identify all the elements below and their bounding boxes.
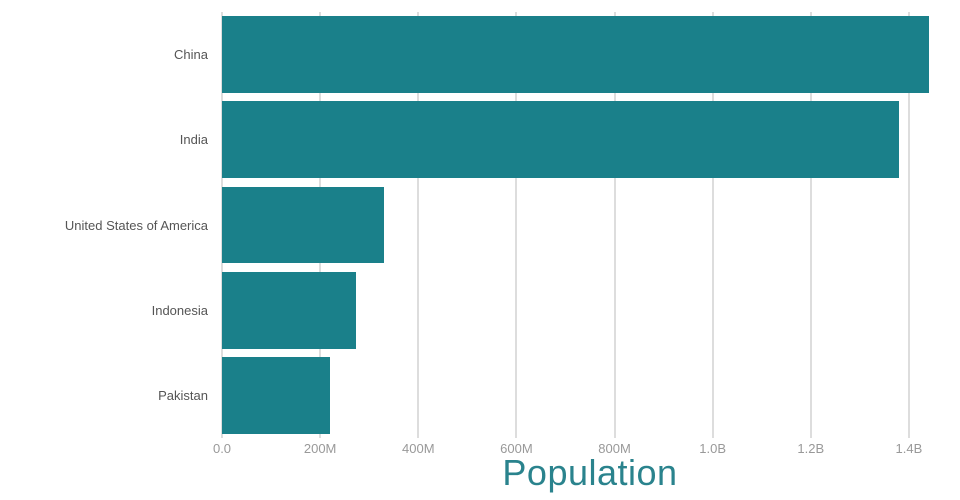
bar-track	[222, 97, 958, 182]
bar-row: China	[0, 12, 960, 97]
gridline	[907, 12, 910, 438]
bar	[222, 101, 900, 179]
category-label: India	[179, 132, 208, 148]
bar-track	[222, 12, 958, 97]
bar-row: United States of America	[0, 182, 960, 267]
bar-row: Indonesia	[0, 268, 960, 353]
x-tick-label: 1.4B	[895, 441, 923, 456]
x-tick-label: 600M	[500, 441, 533, 456]
bar	[222, 271, 356, 349]
x-tick-label: 0.0	[212, 441, 232, 456]
x-tick-label: 800M	[598, 441, 631, 456]
bar-track	[222, 353, 958, 438]
gridline	[613, 12, 616, 438]
x-axis-title: Population	[502, 452, 678, 493]
bar-row: India	[0, 97, 960, 182]
bar-track	[222, 182, 958, 267]
gridline	[515, 12, 518, 438]
bar-track	[222, 268, 958, 353]
x-tick-label: 200M	[303, 441, 337, 456]
bar-rows: China India United States of America Indone…	[0, 12, 960, 438]
gridline	[417, 12, 420, 438]
bar-row: Pakistan	[0, 353, 960, 438]
category-label: Pakistan	[158, 387, 208, 403]
category-label: United States of America	[64, 217, 208, 233]
gridline	[809, 12, 812, 438]
x-axis-ticks: 0.0 200M 400M 600M 800M 1.0B 1.2B 1.4B	[213, 441, 958, 459]
bar	[222, 16, 930, 93]
bar	[222, 357, 330, 434]
category-label: Indonesia	[151, 302, 208, 318]
category-label: China	[174, 47, 208, 63]
bar	[222, 186, 385, 264]
x-tick-label: 1.0B	[699, 441, 727, 456]
gridline	[711, 12, 714, 438]
x-tick-label: 1.2B	[797, 441, 825, 456]
x-tick-label: 400M	[402, 441, 435, 456]
